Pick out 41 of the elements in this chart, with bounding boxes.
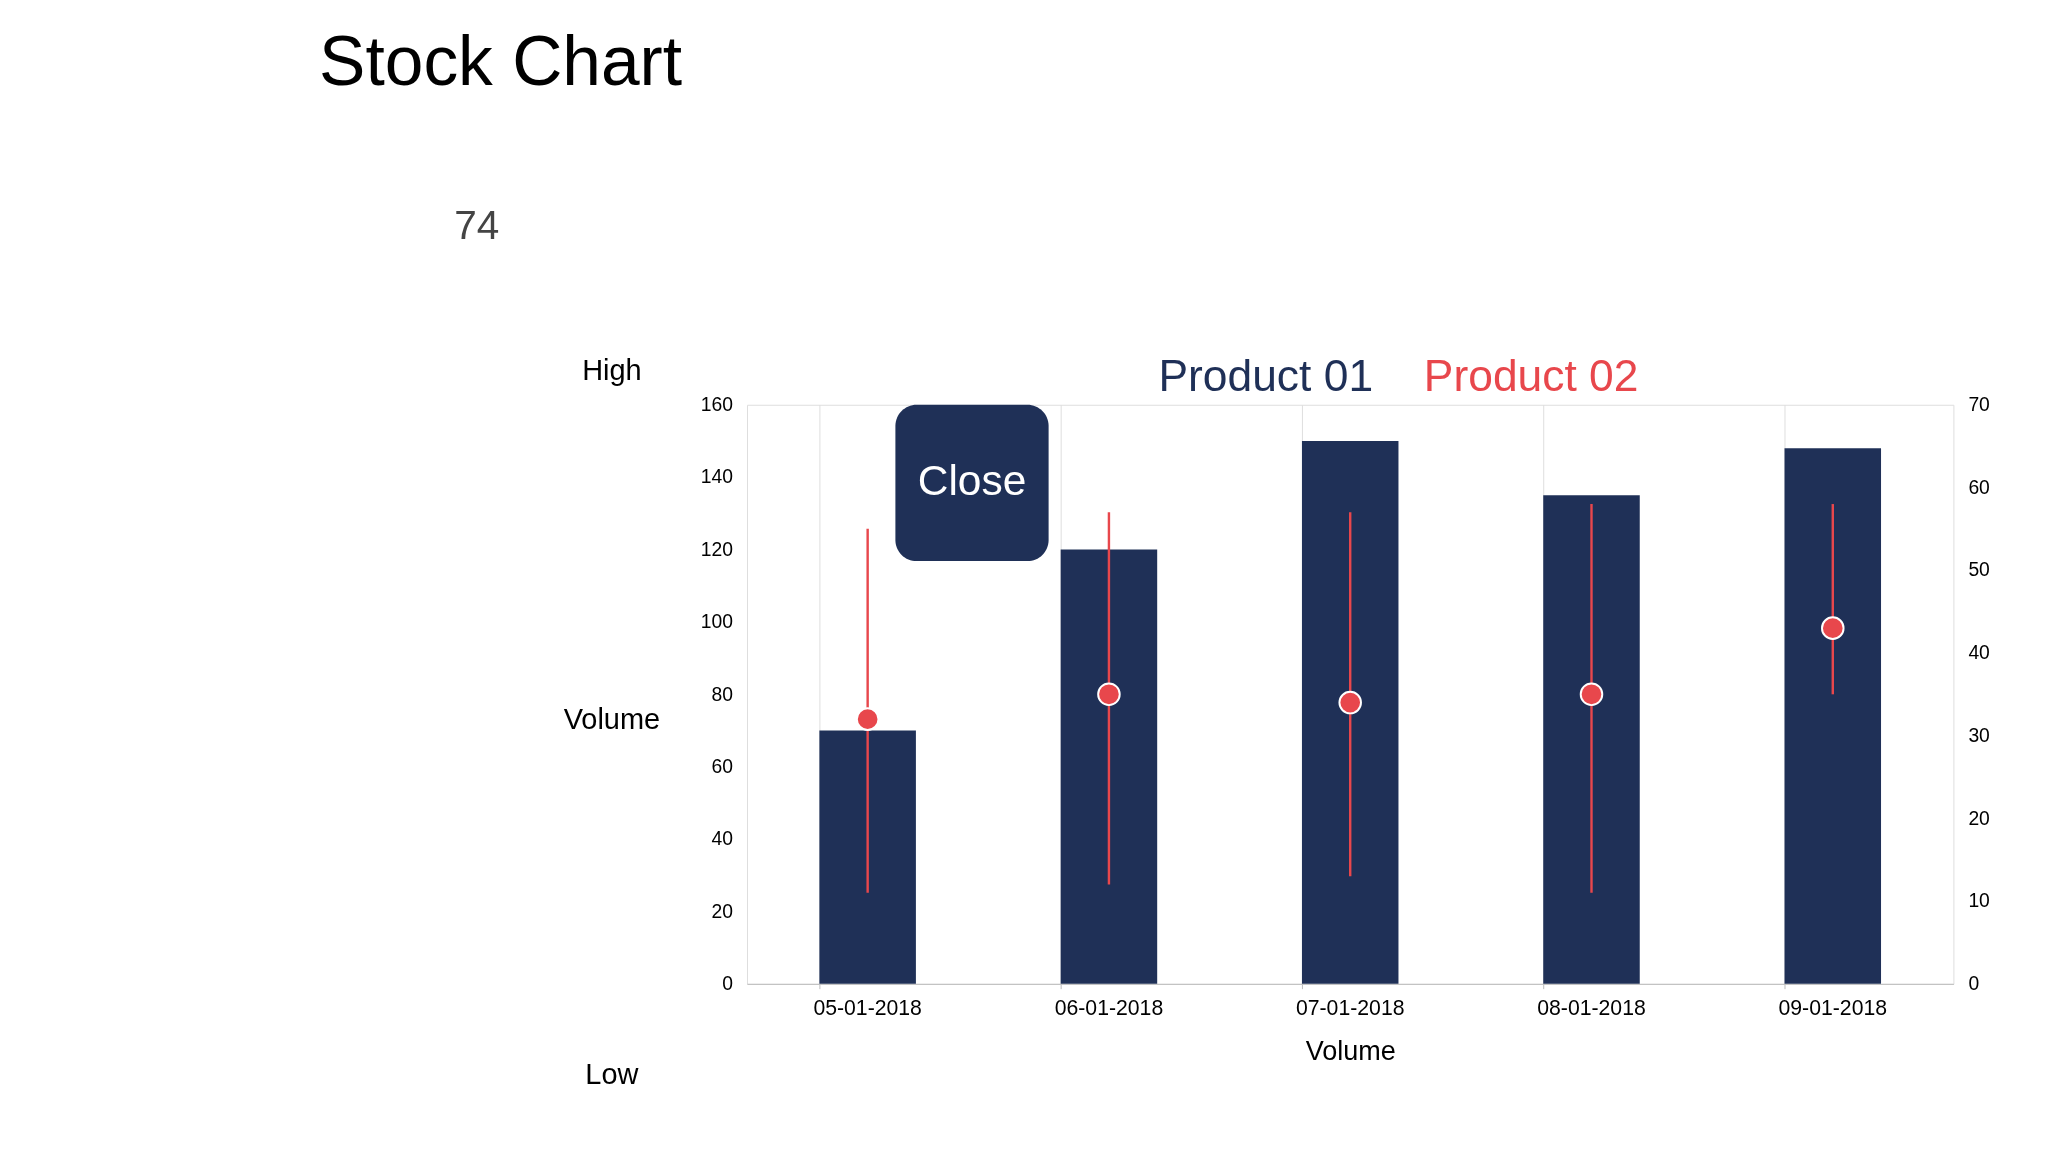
y2-tick-label: 70 bbox=[1968, 394, 1990, 416]
y-tick-label: 120 bbox=[700, 538, 734, 560]
point bbox=[1821, 616, 1845, 640]
y-tick-label: 40 bbox=[711, 828, 734, 850]
y-axis-title: Volume bbox=[563, 703, 661, 736]
x-tick-label: 06-01-2018 bbox=[1054, 996, 1164, 1020]
bar bbox=[1301, 440, 1399, 984]
bar bbox=[1784, 448, 1882, 984]
text: High bbox=[582, 353, 642, 386]
y2-tick-label: 20 bbox=[1968, 807, 1990, 829]
y-tick-label: 160 bbox=[700, 394, 734, 416]
x-tick-label: 05-01-2018 bbox=[813, 996, 922, 1020]
text: Low bbox=[585, 1058, 639, 1091]
annotation: Close bbox=[917, 457, 1027, 505]
y-tick-label: 80 bbox=[711, 683, 734, 705]
y2-tick-label: 10 bbox=[1968, 890, 1990, 912]
y2-tick-label: 0 bbox=[1968, 973, 1980, 995]
y2-tick-label: 30 bbox=[1968, 724, 1990, 746]
x-axis-title: Volume bbox=[1305, 1035, 1396, 1066]
bar bbox=[819, 730, 916, 984]
y-tick-label: 140 bbox=[700, 466, 734, 488]
y-tick-label: 60 bbox=[711, 755, 734, 777]
chart-title: Stock Chart bbox=[319, 22, 683, 101]
y-tick-label: 100 bbox=[700, 611, 734, 633]
x-tick-label: 09-01-2018 bbox=[1778, 996, 1888, 1020]
x-tick-label: 07-01-2018 bbox=[1295, 996, 1405, 1020]
y2-tick-label: 60 bbox=[1968, 476, 1990, 498]
y2-tick-label: 40 bbox=[1968, 642, 1990, 664]
point bbox=[1579, 682, 1604, 707]
text: Product 02 bbox=[1423, 351, 1639, 401]
point bbox=[1338, 690, 1362, 715]
text: 74 bbox=[454, 201, 500, 248]
bar bbox=[1060, 549, 1158, 984]
y2-tick-label: 50 bbox=[1968, 559, 1990, 581]
bar bbox=[1543, 495, 1640, 984]
point bbox=[1097, 682, 1121, 707]
point bbox=[855, 707, 880, 731]
series-label: Product 01 bbox=[1158, 351, 1374, 401]
y-tick-label: 0 bbox=[722, 973, 734, 995]
x-tick-label: 08-01-2018 bbox=[1537, 996, 1646, 1020]
y-tick-label: 20 bbox=[711, 900, 734, 922]
